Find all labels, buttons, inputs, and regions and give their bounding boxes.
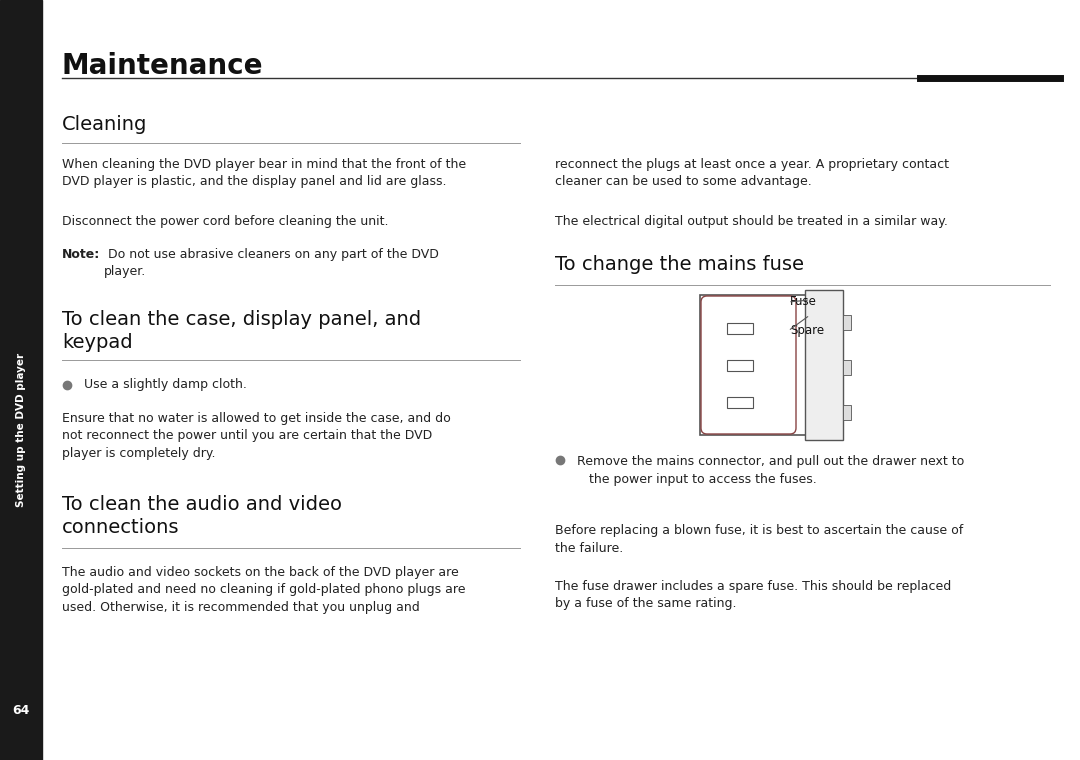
- Text: Do not use abrasive cleaners on any part of the DVD
player.: Do not use abrasive cleaners on any part…: [104, 248, 438, 278]
- Text: Ensure that no water is allowed to get inside the case, and do
not reconnect the: Ensure that no water is allowed to get i…: [62, 412, 450, 460]
- Bar: [843, 360, 851, 375]
- Text: To change the mains fuse: To change the mains fuse: [555, 255, 804, 274]
- Bar: [0, 0, 42, 760]
- Bar: [805, 290, 843, 440]
- Text: Use a slightly damp cloth.: Use a slightly damp cloth.: [84, 378, 247, 391]
- Bar: [843, 315, 851, 330]
- Text: Disconnect the power cord before cleaning the unit.: Disconnect the power cord before cleanin…: [62, 215, 389, 228]
- Bar: [843, 405, 851, 420]
- Text: Setting up the DVD player: Setting up the DVD player: [16, 353, 26, 507]
- Text: Spare: Spare: [789, 324, 824, 337]
- Text: 64: 64: [12, 704, 29, 717]
- Text: To clean the case, display panel, and
keypad: To clean the case, display panel, and ke…: [62, 310, 421, 352]
- Bar: [727, 397, 753, 408]
- Text: The electrical digital output should be treated in a similar way.: The electrical digital output should be …: [555, 215, 948, 228]
- Text: Note:: Note:: [62, 248, 100, 261]
- Text: reconnect the plugs at least once a year. A proprietary contact
cleaner can be u: reconnect the plugs at least once a year…: [555, 158, 949, 188]
- Text: To clean the audio and video
connections: To clean the audio and video connections: [62, 495, 342, 537]
- Text: Cleaning: Cleaning: [62, 115, 147, 134]
- FancyBboxPatch shape: [701, 296, 796, 434]
- Text: When cleaning the DVD player bear in mind that the front of the
DVD player is pl: When cleaning the DVD player bear in min…: [62, 158, 467, 188]
- Text: Remove the mains connector, and pull out the drawer next to
   the power input t: Remove the mains connector, and pull out…: [577, 455, 964, 486]
- Text: Fuse: Fuse: [789, 295, 816, 308]
- Bar: [727, 360, 753, 371]
- Text: Before replacing a blown fuse, it is best to ascertain the cause of
the failure.: Before replacing a blown fuse, it is bes…: [555, 524, 963, 555]
- Bar: [727, 323, 753, 334]
- Bar: [700, 295, 815, 435]
- Text: The fuse drawer includes a spare fuse. This should be replaced
by a fuse of the : The fuse drawer includes a spare fuse. T…: [555, 580, 951, 610]
- Text: Maintenance: Maintenance: [62, 52, 264, 80]
- Text: The audio and video sockets on the back of the DVD player are
gold-plated and ne: The audio and video sockets on the back …: [62, 566, 465, 614]
